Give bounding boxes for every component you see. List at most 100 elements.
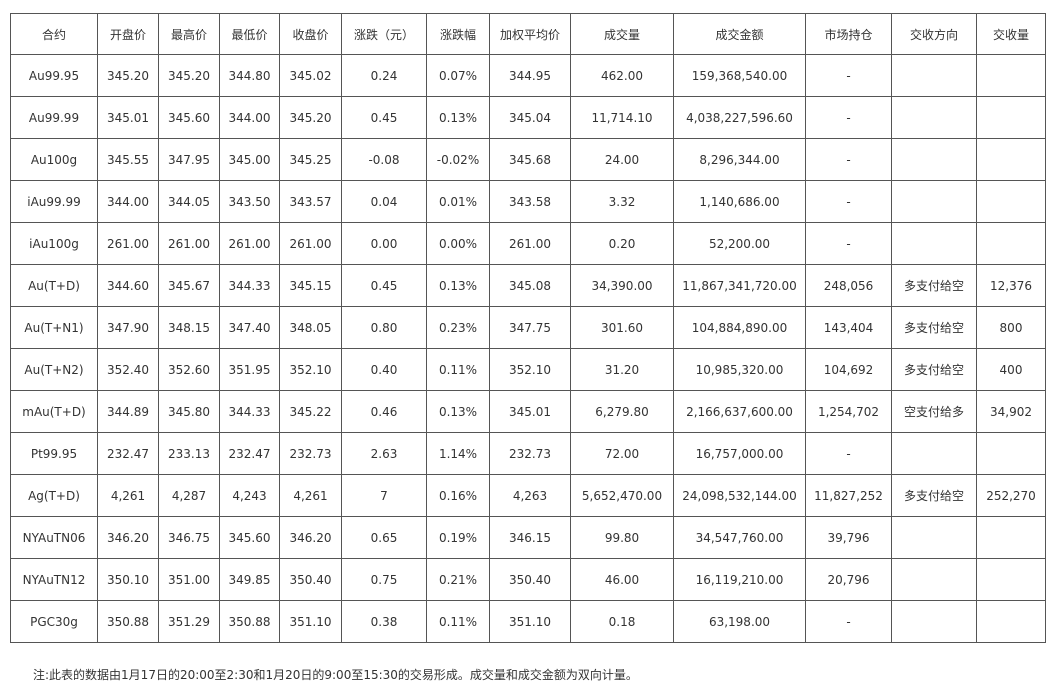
table-cell: 343.58 (489, 180, 571, 223)
table-cell: 34,390.00 (570, 264, 674, 307)
table-cell: 232.47 (219, 432, 280, 475)
table-row: Au(T+N1) 347.90 348.15 347.40 348.05 0.80 0.23… (10, 306, 1046, 349)
table-cell: 143,404 (805, 306, 892, 349)
table-cell: 345.22 (279, 390, 342, 433)
table-cell: 0.13% (426, 96, 490, 139)
table-cell: 0.07% (426, 54, 490, 97)
table-cell: 10,985,320.00 (673, 348, 806, 391)
column-header: 合约 (10, 13, 98, 55)
table-cell: 352.60 (158, 348, 220, 391)
table-row: Ag(T+D) 4,261 4,287 4,243 4,261 7 0.16% 4,263 5,… (10, 474, 1046, 517)
table-cell: 346.20 (279, 516, 342, 559)
table-cell: 1.14% (426, 432, 490, 475)
table-cell: 0.04 (341, 180, 427, 223)
table-cell: 4,287 (158, 474, 220, 517)
table-cell: 11,867,341,720.00 (673, 264, 806, 307)
table-cell: 16,757,000.00 (673, 432, 806, 475)
table-cell (976, 516, 1046, 559)
contract-cell: Au(T+N1) (10, 306, 98, 349)
table-cell (891, 516, 977, 559)
table-cell: 0.75 (341, 558, 427, 601)
table-cell: - (805, 600, 892, 643)
column-header: 开盘价 (97, 13, 159, 55)
contract-cell: iAu100g (10, 222, 98, 265)
table-cell: 345.04 (489, 96, 571, 139)
table-cell: 11,827,252 (805, 474, 892, 517)
table-cell: 345.02 (279, 54, 342, 97)
table-cell: 344.80 (219, 54, 280, 97)
table-cell: 261.00 (97, 222, 159, 265)
table-cell: 3.32 (570, 180, 674, 223)
contract-cell: mAu(T+D) (10, 390, 98, 433)
table-cell: 99.80 (570, 516, 674, 559)
column-header: 成交金额 (673, 13, 806, 55)
table-cell: 345.55 (97, 138, 159, 181)
table-cell: 345.00 (219, 138, 280, 181)
table-cell: 344.89 (97, 390, 159, 433)
table-cell (891, 600, 977, 643)
table-cell: 0.24 (341, 54, 427, 97)
table-cell (976, 138, 1046, 181)
table-cell: 0.00 (341, 222, 427, 265)
table-cell: 346.15 (489, 516, 571, 559)
contract-cell: Ag(T+D) (10, 474, 98, 517)
table-cell: 104,884,890.00 (673, 306, 806, 349)
table-cell: 345.67 (158, 264, 220, 307)
table-cell: 346.75 (158, 516, 220, 559)
table-cell: 0.11% (426, 348, 490, 391)
contract-cell: Au99.99 (10, 96, 98, 139)
table-cell: 352.40 (97, 348, 159, 391)
table-row: PGC30g 350.88 351.29 350.88 351.10 0.38 0.11% 3… (10, 600, 1046, 643)
table-cell: 0.65 (341, 516, 427, 559)
quote-table: 合约 开盘价 最高价 最低价 收盘价 涨跌（元） 涨跌幅 加权平均价 成交量 成交金额 市场持仓 交收… (10, 13, 1046, 643)
table-cell: 0.40 (341, 348, 427, 391)
table-cell: 345.08 (489, 264, 571, 307)
table-cell (891, 138, 977, 181)
table-cell: 0.13% (426, 264, 490, 307)
table-cell: 347.40 (219, 306, 280, 349)
contract-cell: Pt99.95 (10, 432, 98, 475)
table-cell: 345.20 (279, 96, 342, 139)
table-cell: 232.73 (489, 432, 571, 475)
table-cell: -0.02% (426, 138, 490, 181)
table-cell: 多支付给空 (891, 306, 977, 349)
table-cell: 400 (976, 348, 1046, 391)
table-cell: 24.00 (570, 138, 674, 181)
table-body: 合约 开盘价 最高价 最低价 收盘价 涨跌（元） 涨跌幅 加权平均价 成交量 成交金额 市场持仓 交收… (10, 13, 1046, 643)
table-cell: 343.57 (279, 180, 342, 223)
table-cell: 346.20 (97, 516, 159, 559)
column-header: 最高价 (158, 13, 220, 55)
table-cell: 63,198.00 (673, 600, 806, 643)
table-cell: 345.20 (158, 54, 220, 97)
table-cell: - (805, 138, 892, 181)
footnote: 注:此表的数据由1月17日的20:00至2:30和1月20日的9:00至15:3… (33, 668, 638, 682)
column-header: 涨跌（元） (341, 13, 427, 55)
table-cell: 350.10 (97, 558, 159, 601)
table-cell: 345.15 (279, 264, 342, 307)
table-cell: 0.20 (570, 222, 674, 265)
contract-cell: Au100g (10, 138, 98, 181)
table-header-row: 合约 开盘价 最高价 最低价 收盘价 涨跌（元） 涨跌幅 加权平均价 成交量 成交金额 市场持仓 交收… (10, 13, 1046, 55)
table-cell: 261.00 (219, 222, 280, 265)
column-header: 交收量 (976, 13, 1046, 55)
table-cell: 345.01 (97, 96, 159, 139)
table-cell: 46.00 (570, 558, 674, 601)
table-cell: - (805, 180, 892, 223)
table-cell: 0.23% (426, 306, 490, 349)
contract-cell: Au(T+D) (10, 264, 98, 307)
table-cell: 345.80 (158, 390, 220, 433)
table-cell: 349.85 (219, 558, 280, 601)
table-cell: 34,547,760.00 (673, 516, 806, 559)
table-cell (976, 432, 1046, 475)
table-cell: 多支付给空 (891, 474, 977, 517)
table-cell: 24,098,532,144.00 (673, 474, 806, 517)
column-header: 市场持仓 (805, 13, 892, 55)
contract-cell: PGC30g (10, 600, 98, 643)
table-cell: 344.00 (97, 180, 159, 223)
column-header: 最低价 (219, 13, 280, 55)
table-row: Pt99.95 232.47 233.13 232.47 232.73 2.63 1.14%… (10, 432, 1046, 475)
table-cell: 多支付给空 (891, 348, 977, 391)
table-cell: 72.00 (570, 432, 674, 475)
table-cell: 347.90 (97, 306, 159, 349)
table-cell: - (805, 96, 892, 139)
